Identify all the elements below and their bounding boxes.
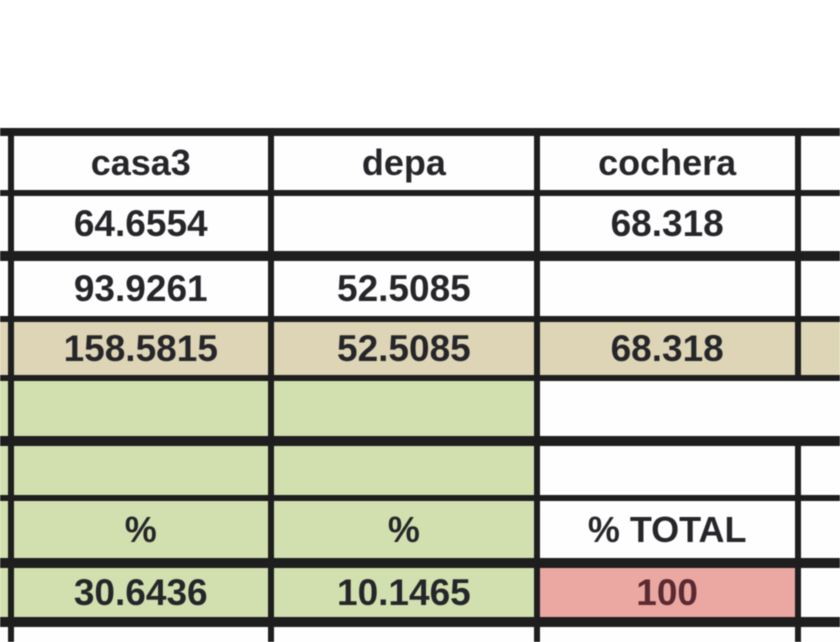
left-edge-cell — [0, 619, 14, 642]
cell-p-casa3[interactable] — [7, 619, 274, 642]
cell-e1-casa3[interactable] — [7, 375, 274, 446]
cell-e2-casa3[interactable] — [7, 438, 274, 501]
cell-pctval-total[interactable]: 100 — [533, 560, 801, 627]
percent-values-row: 30.6436 10.1465 100 — [0, 560, 840, 627]
partial-bottom-row — [0, 619, 840, 642]
spreadsheet: casa3 depa cochera 64.6554 68.318 93.926… — [0, 128, 840, 642]
cell-p-cochera[interactable] — [533, 619, 801, 642]
cell-e2-cochera[interactable] — [533, 438, 801, 501]
left-edge-cell — [0, 190, 14, 261]
cell-pctval-depa[interactable]: 10.1465 — [267, 560, 540, 627]
right-edge-cell — [794, 253, 840, 322]
left-edge-cell — [0, 495, 14, 568]
cell-total-cochera[interactable]: 68.318 — [533, 316, 801, 381]
empty-row-2 — [0, 438, 840, 501]
percent-header-row: % % % TOTAL — [0, 495, 840, 568]
cell-r2-cochera[interactable] — [533, 253, 801, 322]
right-edge-cell — [794, 619, 840, 642]
cell-pct-total-label[interactable]: % TOTAL — [533, 495, 801, 568]
cell-r2-casa3[interactable]: 93.9261 — [7, 253, 274, 322]
cell-pctval-casa3[interactable]: 30.6436 — [7, 560, 274, 627]
cell-r1-cochera[interactable]: 68.318 — [533, 190, 801, 261]
cell-r1-casa3[interactable]: 64.6554 — [7, 190, 274, 261]
right-edge-cell — [794, 438, 840, 501]
right-edge-cell — [794, 495, 840, 568]
left-edge-cell — [0, 128, 14, 196]
data-row-1: 64.6554 68.318 — [0, 190, 840, 261]
left-edge-cell — [0, 253, 14, 322]
right-edge-cell — [794, 128, 840, 196]
cell-pct-depa[interactable]: % — [267, 495, 540, 568]
left-edge-cell — [0, 560, 14, 627]
left-edge-cell — [0, 438, 14, 501]
left-edge-cell — [0, 375, 14, 446]
cell-total-depa[interactable]: 52.5085 — [267, 316, 540, 381]
cell-r1-depa[interactable] — [267, 190, 540, 261]
cell-e2-depa[interactable] — [267, 438, 540, 501]
column-header-row: casa3 depa cochera — [0, 128, 840, 196]
spreadsheet-table: casa3 depa cochera 64.6554 68.318 93.926… — [0, 128, 840, 642]
total-row: 158.5815 52.5085 68.318 — [0, 316, 840, 381]
empty-row-1 — [0, 375, 840, 446]
right-edge-cell — [794, 375, 840, 446]
right-edge-cell — [794, 316, 840, 381]
header-cell-depa[interactable]: depa — [267, 128, 540, 196]
cell-r2-depa[interactable]: 52.5085 — [267, 253, 540, 322]
right-edge-cell — [794, 560, 840, 627]
cell-total-casa3[interactable]: 158.5815 — [7, 316, 274, 381]
right-edge-cell — [794, 190, 840, 261]
data-row-2: 93.9261 52.5085 — [0, 253, 840, 322]
cell-pct-casa3[interactable]: % — [7, 495, 274, 568]
cell-p-depa[interactable] — [267, 619, 540, 642]
cell-e1-cochera[interactable] — [533, 375, 798, 446]
header-cell-cochera[interactable]: cochera — [533, 128, 801, 196]
left-edge-cell — [0, 316, 14, 381]
header-cell-casa3[interactable]: casa3 — [7, 128, 274, 196]
cell-e1-depa[interactable] — [267, 375, 540, 446]
